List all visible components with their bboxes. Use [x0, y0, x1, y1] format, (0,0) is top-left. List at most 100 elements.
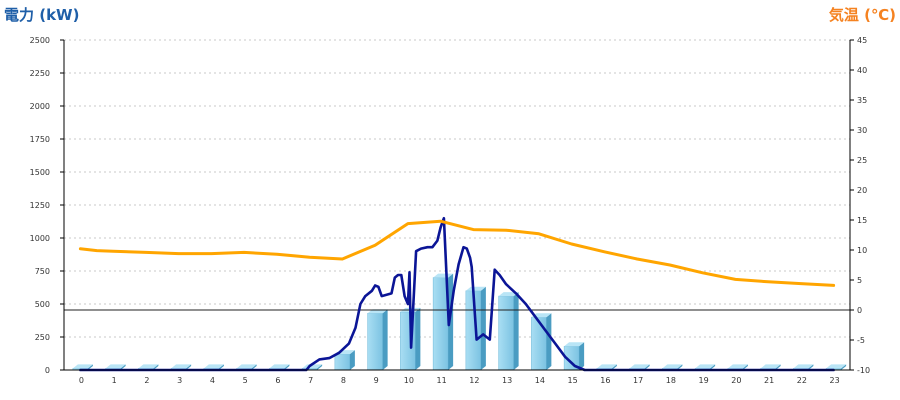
x-tick-label: 5 — [243, 376, 248, 385]
grid — [64, 39, 850, 338]
x-tick-label: 2 — [144, 376, 149, 385]
x-tick-label: 20 — [731, 376, 741, 385]
left-tick-label: 2000 — [30, 102, 50, 111]
right-tick-label: 35 — [857, 96, 867, 105]
bar-front — [367, 312, 383, 371]
left-tick-label: 500 — [35, 300, 50, 309]
bar-top — [727, 364, 748, 369]
bar-front — [531, 316, 547, 371]
bar-top — [171, 364, 192, 369]
temperature-line — [78, 219, 836, 287]
bar-front — [432, 277, 449, 371]
right-tick-label: 25 — [857, 156, 867, 165]
bar-top — [629, 364, 650, 369]
x-tick-label: 0 — [79, 376, 84, 385]
bar-series — [72, 273, 847, 371]
bar-top — [433, 273, 454, 278]
right-tick-label: 40 — [857, 66, 867, 75]
right-tick-label: -10 — [857, 366, 870, 375]
bar — [367, 309, 388, 371]
right-tick-label: -5 — [857, 336, 865, 345]
right-tick-label: 5 — [857, 276, 862, 285]
x-tick-label: 6 — [275, 376, 280, 385]
bar-top — [662, 364, 683, 369]
bar-top — [498, 292, 519, 297]
bar-top — [596, 364, 617, 369]
bar-side — [841, 364, 847, 370]
x-tick-label: 1 — [112, 376, 117, 385]
bar — [531, 313, 552, 371]
bar-top — [826, 364, 847, 369]
line-series — [78, 216, 836, 372]
bar — [498, 292, 519, 371]
bar-side — [546, 313, 552, 370]
x-tick-label: 8 — [341, 376, 346, 385]
bar-side — [742, 364, 748, 370]
left-tick-label: 1750 — [30, 135, 50, 144]
left-tick-label: 250 — [35, 333, 50, 342]
x-tick-label: 11 — [437, 376, 447, 385]
x-tick-label: 3 — [177, 376, 182, 385]
x-tick-label: 23 — [830, 376, 840, 385]
bar-side — [710, 364, 716, 370]
x-tick-label: 4 — [210, 376, 215, 385]
right-tick-label: 10 — [857, 246, 867, 255]
bar-side — [153, 364, 159, 370]
bar-top — [105, 364, 126, 369]
bar-side — [87, 364, 93, 370]
bar-side — [317, 364, 323, 370]
x-tick-label: 19 — [699, 376, 709, 385]
x-tick-label: 21 — [764, 376, 774, 385]
bar-side — [677, 364, 683, 370]
axes — [60, 39, 854, 371]
x-tick-label: 13 — [502, 376, 512, 385]
bar-top — [269, 364, 290, 369]
bar-side — [186, 364, 192, 370]
bar-side — [284, 364, 290, 370]
right-axis-title: 気温 (℃) — [829, 6, 896, 24]
bar-top — [203, 364, 224, 369]
right-tick-label: 20 — [857, 186, 867, 195]
bar-side — [120, 364, 126, 370]
bar-side — [349, 350, 355, 370]
bar-side — [644, 364, 650, 370]
bar-front — [498, 295, 514, 371]
bar-top — [793, 364, 814, 369]
bar-top — [72, 364, 93, 369]
bar-top — [465, 286, 486, 291]
bar-top — [564, 342, 585, 347]
bar-top — [695, 364, 716, 369]
bar-top — [760, 364, 781, 369]
bar-top — [236, 364, 257, 369]
right-tick-label: 45 — [857, 36, 867, 45]
x-tick-label: 12 — [469, 376, 479, 385]
x-tick-label: 14 — [535, 376, 545, 385]
bar-side — [611, 364, 617, 370]
bar-top — [138, 364, 159, 369]
bar-side — [415, 307, 421, 370]
left-tick-label: 2250 — [30, 69, 50, 78]
power-line — [79, 216, 835, 372]
bar-side — [808, 364, 814, 370]
x-tick-label: 22 — [797, 376, 807, 385]
bar-side — [382, 309, 388, 370]
bar-side — [218, 364, 224, 370]
bar-side — [480, 286, 486, 370]
bar-side — [579, 342, 585, 370]
right-tick-label: 0 — [857, 306, 862, 315]
right-tick-label: 30 — [857, 126, 867, 135]
bar-side — [251, 364, 257, 370]
bar-side — [775, 364, 781, 370]
x-tick-label: 16 — [600, 376, 610, 385]
x-tick-label: 15 — [568, 376, 578, 385]
left-tick-label: 750 — [35, 267, 50, 276]
x-tick-label: 18 — [666, 376, 676, 385]
left-tick-label: 2500 — [30, 36, 50, 45]
left-tick-label: 1000 — [30, 234, 50, 243]
x-tick-label: 17 — [633, 376, 643, 385]
bar — [432, 273, 454, 371]
right-tick-label: 15 — [857, 216, 867, 225]
left-tick-label: 1250 — [30, 201, 50, 210]
x-tick-label: 7 — [308, 376, 313, 385]
